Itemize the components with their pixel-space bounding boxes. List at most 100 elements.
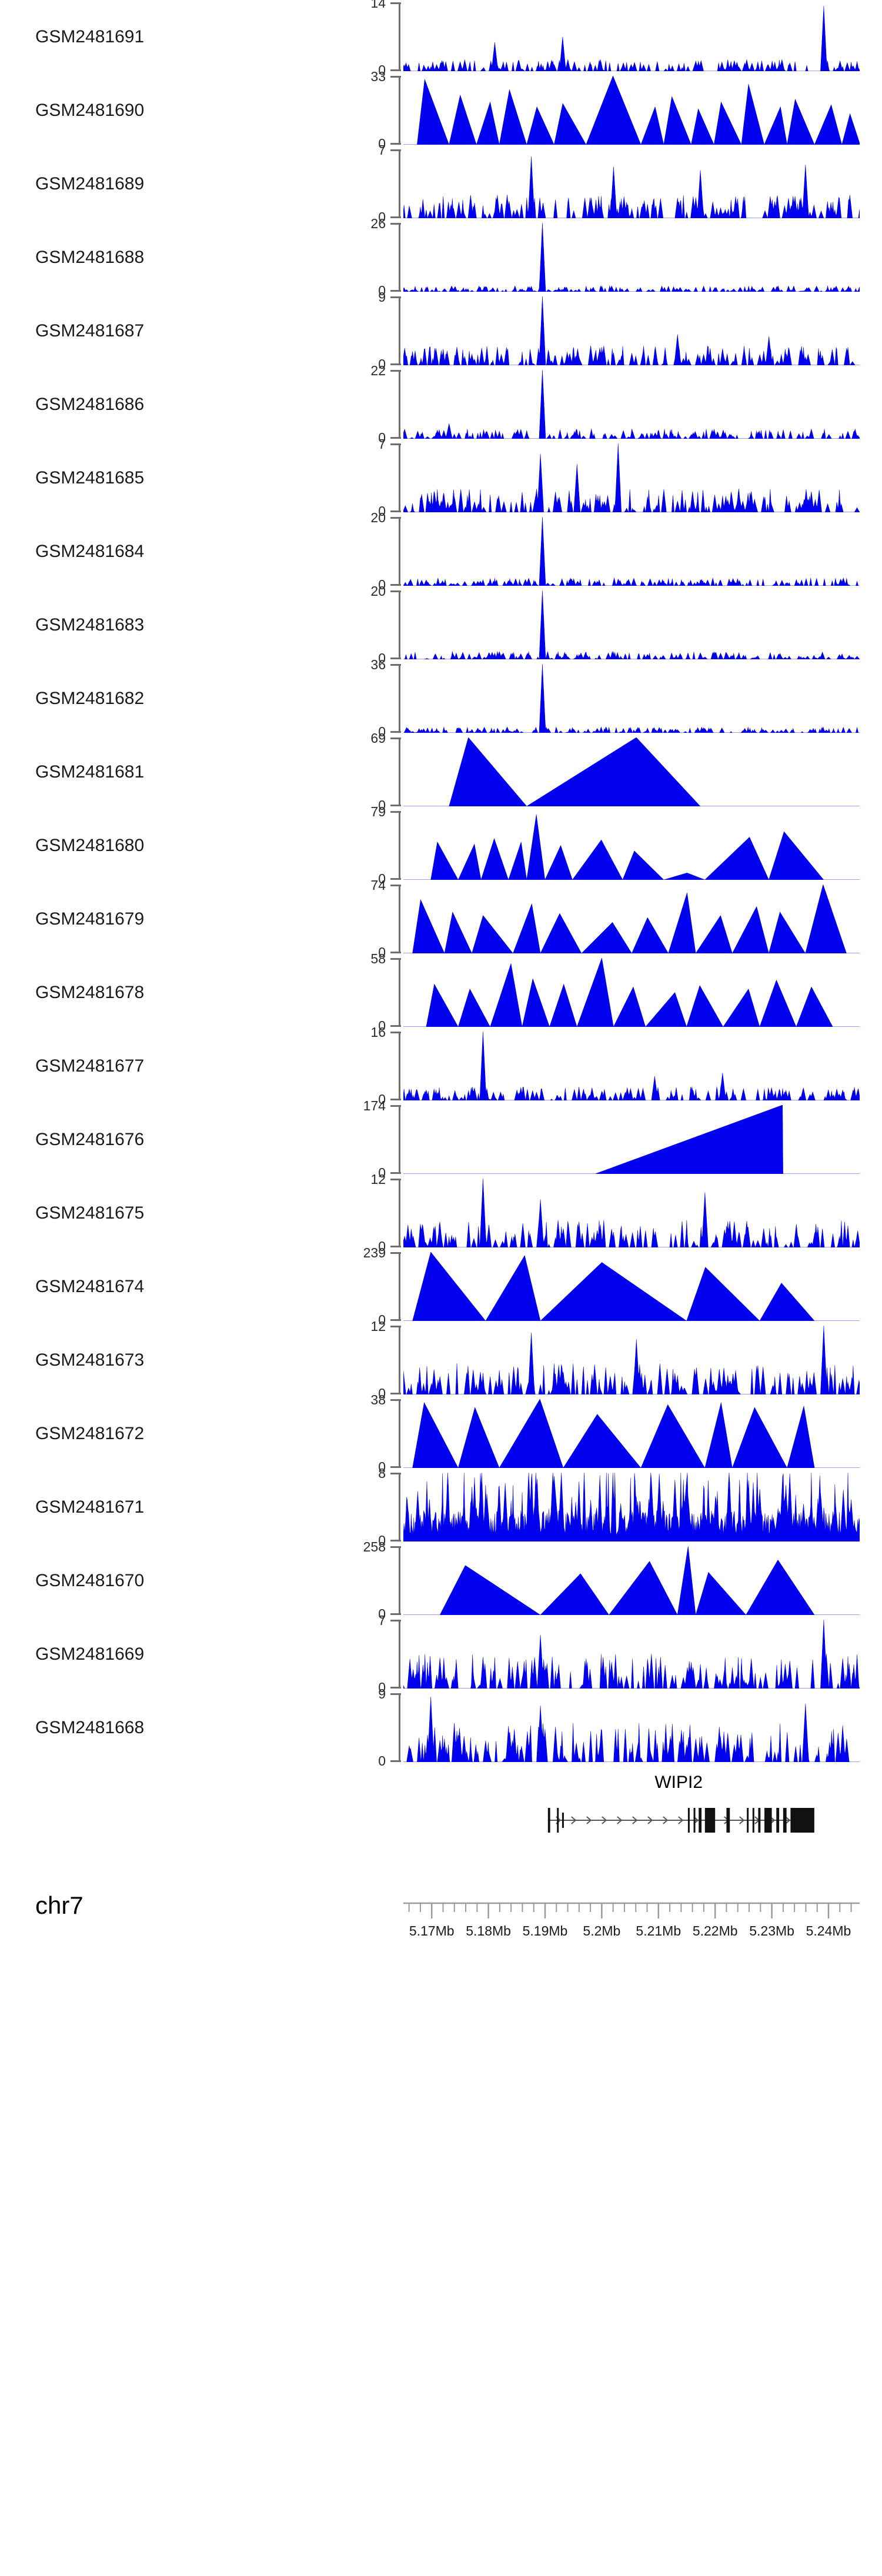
track-y-axis: 14 0 [370, 0, 403, 78]
y-axis-min-label: 0 [378, 136, 386, 151]
track-signal-plot[interactable] [403, 590, 860, 659]
track-row[interactable]: GSM2481668 9 0 [0, 1686, 882, 1769]
track-row[interactable]: GSM2481681 69 0 [0, 730, 882, 813]
y-axis-tick-top [390, 370, 401, 372]
y-axis-min-label: 0 [378, 1533, 386, 1548]
track-row[interactable]: GSM2481688 26 0 [0, 216, 882, 298]
y-axis-max-label: 9 [378, 1686, 386, 1701]
y-axis-tick-top [390, 1032, 401, 1033]
track-signal-plot[interactable] [403, 149, 860, 218]
y-axis-tick-bottom [390, 1393, 401, 1394]
track-label: GSM2481686 [35, 394, 145, 414]
track-row[interactable]: GSM2481676 174 0 [0, 1098, 882, 1180]
track-signal-plot[interactable] [403, 885, 860, 953]
track-label: GSM2481674 [35, 1276, 145, 1296]
track-signal-plot[interactable] [403, 1032, 860, 1100]
track-row[interactable]: GSM2481680 79 0 [0, 804, 882, 886]
y-axis-min-label: 0 [378, 1092, 386, 1107]
y-axis-min-label: 0 [378, 650, 386, 666]
track-row[interactable]: GSM2481689 7 0 [0, 142, 882, 225]
y-axis-tick-bottom [390, 805, 401, 806]
track-signal-plot[interactable] [403, 1179, 860, 1247]
track-signal-plot[interactable] [403, 664, 860, 733]
y-axis-line [399, 1105, 400, 1174]
y-axis-max-label: 239 [363, 1245, 386, 1260]
track-row[interactable]: GSM2481671 8 0 [0, 1466, 882, 1548]
track-y-axis: 36 0 [370, 657, 403, 739]
track-signal-plot[interactable] [403, 958, 860, 1027]
track-row[interactable]: GSM2481691 14 0 [0, 0, 882, 78]
track-signal-plot[interactable] [403, 370, 860, 439]
y-axis-min-label: 0 [378, 430, 386, 445]
y-axis-tick-bottom [390, 1172, 401, 1174]
track-label: GSM2481678 [35, 982, 145, 1002]
track-y-axis: 79 0 [370, 804, 403, 886]
track-row[interactable]: GSM2481685 7 0 [0, 436, 882, 519]
coordinate-tick-label: 5.21Mb [636, 1923, 681, 1938]
y-axis-line [399, 738, 400, 806]
track-signal-plot[interactable] [403, 296, 860, 365]
y-axis-max-label: 7 [378, 142, 386, 158]
track-row[interactable]: GSM2481686 22 0 [0, 363, 882, 445]
y-axis-max-label: 33 [370, 69, 386, 84]
y-axis-max-label: 36 [370, 657, 386, 672]
track-signal-plot[interactable] [403, 738, 860, 806]
y-axis-tick-top [390, 590, 401, 592]
track-y-axis: 239 0 [363, 1245, 403, 1327]
track-y-axis: 33 0 [370, 69, 403, 151]
track-label: GSM2481680 [35, 835, 145, 855]
track-signal-plot[interactable] [403, 1693, 860, 1762]
track-signal-plot[interactable] [403, 1326, 860, 1394]
y-axis-line [399, 590, 400, 659]
track-signal-plot[interactable] [403, 1620, 860, 1689]
y-axis-tick-top [390, 885, 401, 886]
track-signal-plot[interactable] [403, 1399, 860, 1468]
track-row[interactable]: GSM2481678 58 0 [0, 951, 882, 1033]
y-axis-min-label: 0 [378, 356, 386, 372]
track-label: GSM2481688 [35, 247, 145, 267]
chromosome-label: chr7 [35, 1891, 83, 1919]
track-row[interactable]: GSM2481677 16 0 [0, 1025, 882, 1107]
track-signal-plot[interactable] [403, 443, 860, 512]
y-axis-max-label: 14 [370, 0, 386, 11]
track-signal-plot[interactable] [403, 1473, 860, 1541]
track-row[interactable]: GSM2481679 74 0 [0, 877, 882, 960]
track-row[interactable]: GSM2481683 20 0 [0, 583, 882, 666]
track-signal-plot[interactable] [403, 1105, 860, 1174]
track-row[interactable]: GSM2481684 20 0 [0, 510, 882, 592]
track-row[interactable]: GSM2481687 9 0 [0, 289, 882, 372]
track-row[interactable]: GSM2481682 36 0 [0, 657, 882, 739]
track-row[interactable]: GSM2481672 38 0 [0, 1392, 882, 1474]
y-axis-tick-bottom [390, 658, 401, 659]
track-row[interactable]: GSM2481669 7 0 [0, 1613, 882, 1695]
track-y-axis: 12 0 [370, 1172, 403, 1254]
track-row[interactable]: GSM2481690 33 0 [0, 69, 882, 151]
track-signal-plot[interactable] [403, 2, 860, 71]
y-axis-line [399, 1326, 400, 1394]
track-signal-plot[interactable] [403, 811, 860, 880]
track-label: GSM2481676 [35, 1129, 145, 1149]
track-signal-plot[interactable] [403, 1252, 860, 1321]
track-label: GSM2481691 [35, 26, 145, 46]
track-y-axis: 258 0 [363, 1539, 403, 1621]
track-row[interactable]: GSM2481675 12 0 [0, 1172, 882, 1254]
track-signal-plot[interactable] [403, 517, 860, 586]
y-axis-tick-top [390, 958, 401, 960]
y-axis-tick-top [390, 1252, 401, 1254]
track-row[interactable]: GSM2481670 258 0 [0, 1539, 882, 1621]
track-row[interactable]: GSM2481673 12 0 [0, 1319, 882, 1401]
coordinate-axis-svg [403, 1902, 860, 1918]
y-axis-tick-top [390, 517, 401, 519]
track-signal-plot[interactable] [403, 223, 860, 292]
track-label: GSM2481669 [35, 1644, 145, 1664]
track-row[interactable]: GSM2481674 239 0 [0, 1245, 882, 1327]
track-signal-plot[interactable] [403, 1546, 860, 1615]
track-signal-plot[interactable] [403, 76, 860, 145]
y-axis-tick-top [390, 1546, 401, 1548]
